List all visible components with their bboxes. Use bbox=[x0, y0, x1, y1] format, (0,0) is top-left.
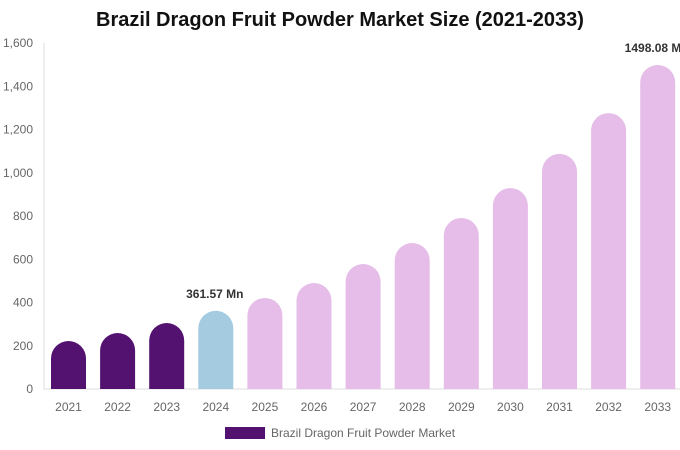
y-tick-label: 600 bbox=[13, 252, 33, 266]
bar-2033[interactable] bbox=[640, 65, 676, 390]
data-label: 361.57 Mn bbox=[186, 287, 243, 301]
x-tick-label: 2024 bbox=[202, 400, 229, 414]
legend-label: Brazil Dragon Fruit Powder Market bbox=[271, 426, 456, 440]
y-tick-label: 800 bbox=[13, 209, 33, 223]
y-tick-label: 200 bbox=[13, 339, 33, 353]
bar-2022[interactable] bbox=[100, 332, 136, 389]
x-tick-label: 2028 bbox=[399, 400, 426, 414]
x-tick-label: 2023 bbox=[153, 400, 180, 414]
legend[interactable]: Brazil Dragon Fruit Powder Market bbox=[225, 426, 455, 440]
y-tick-label: 1,600 bbox=[3, 36, 33, 50]
data-label: 1498.08 Mn bbox=[625, 41, 680, 55]
x-tick-label: 2021 bbox=[55, 400, 82, 414]
y-tick-label: 1,000 bbox=[3, 166, 33, 180]
bar-2024[interactable] bbox=[198, 310, 234, 389]
x-tick-label: 2033 bbox=[644, 400, 671, 414]
bar-2028[interactable] bbox=[394, 243, 430, 389]
y-tick-label: 1,200 bbox=[3, 123, 33, 137]
x-tick-label: 2027 bbox=[350, 400, 377, 414]
bar-2029[interactable] bbox=[443, 217, 479, 389]
bar-2021[interactable] bbox=[51, 340, 86, 389]
y-tick-label: 400 bbox=[13, 296, 33, 310]
x-tick-label: 2022 bbox=[104, 400, 131, 414]
x-tick-label: 2026 bbox=[301, 400, 328, 414]
bar-2025[interactable] bbox=[247, 297, 283, 389]
bar-2026[interactable] bbox=[296, 283, 332, 389]
y-tick-label: 0 bbox=[26, 382, 33, 396]
x-tick-label: 2032 bbox=[595, 400, 622, 414]
x-tick-label: 2025 bbox=[252, 400, 279, 414]
x-tick-label: 2031 bbox=[546, 400, 573, 414]
legend-swatch bbox=[225, 427, 265, 439]
bar-2032[interactable] bbox=[591, 113, 627, 389]
x-tick-label: 2029 bbox=[448, 400, 475, 414]
x-tick-label: 2030 bbox=[497, 400, 524, 414]
bar-2023[interactable] bbox=[149, 323, 185, 389]
y-tick-label: 1,400 bbox=[3, 79, 33, 93]
bar-2030[interactable] bbox=[492, 188, 528, 389]
bar-2027[interactable] bbox=[345, 264, 381, 389]
chart-title: Brazil Dragon Fruit Powder Market Size (… bbox=[96, 9, 584, 31]
bar-2031[interactable] bbox=[542, 153, 577, 389]
